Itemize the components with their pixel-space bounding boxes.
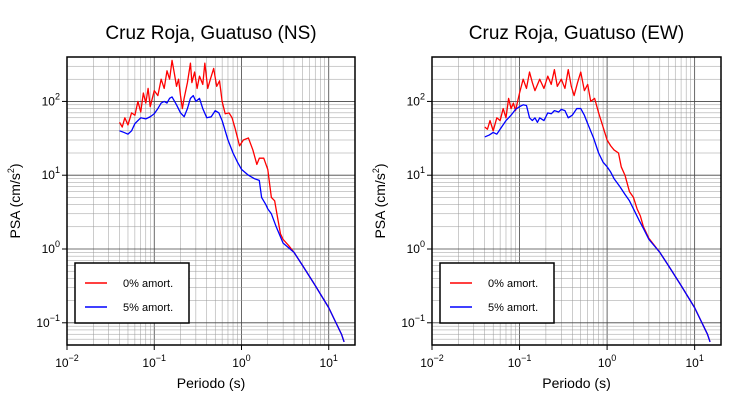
chart-panel-2: 10−2 10−1 100 101 10−1 100 101 102 Cruz Roja, Gu… bbox=[371, 23, 722, 391]
y-tick-label: 10−1 bbox=[36, 313, 60, 330]
y-tick-label: 10−1 bbox=[401, 313, 425, 330]
legend: 0% amort. 5% amort. bbox=[74, 262, 190, 324]
y-axis-label: PSA (cm/s2) bbox=[6, 163, 23, 238]
series-line-damped bbox=[484, 104, 711, 343]
x-tick-label: 100 bbox=[232, 353, 250, 370]
chart-title: Cruz Roja, Guatuso (NS) bbox=[105, 23, 316, 44]
legend-label: 0% amort. bbox=[123, 278, 173, 290]
legend: 0% amort. 5% amort. bbox=[439, 262, 555, 324]
y-axis-label: PSA (cm/s2) bbox=[371, 163, 388, 238]
x-tick-label: 10−1 bbox=[142, 353, 166, 370]
series-line-undamped bbox=[118, 59, 345, 343]
y-tick-label: 100 bbox=[42, 239, 60, 256]
legend-box bbox=[439, 262, 555, 324]
y-tick-label: 101 bbox=[407, 165, 425, 182]
legend-box bbox=[74, 262, 190, 324]
x-tick-label: 100 bbox=[598, 353, 616, 370]
x-axis-label: Periodo (s) bbox=[542, 375, 610, 391]
x-tick-label: 10−2 bbox=[420, 353, 444, 370]
x-axis-label: Periodo (s) bbox=[177, 375, 245, 391]
x-tick-label: 10−2 bbox=[55, 353, 79, 370]
x-tick-label: 10−1 bbox=[508, 353, 532, 370]
y-tick-label: 102 bbox=[407, 91, 425, 108]
x-tick-label: 101 bbox=[320, 353, 338, 370]
series-line-undamped bbox=[484, 68, 711, 343]
grid bbox=[66, 56, 356, 346]
chart-title: Cruz Roja, Guatuso (EW) bbox=[469, 23, 684, 44]
y-tick-label: 101 bbox=[42, 165, 60, 182]
y-tick-label: 102 bbox=[42, 91, 60, 108]
plot-frame bbox=[66, 56, 356, 346]
plot-frame bbox=[431, 56, 722, 346]
legend-label: 0% amort. bbox=[488, 278, 538, 290]
x-tick-label: 101 bbox=[685, 353, 703, 370]
chart-panel-1: 10−2 10−1 100 101 10−1 100 101 102 Cruz Roja, Gu… bbox=[6, 23, 356, 391]
y-tick-label: 100 bbox=[407, 239, 425, 256]
series-line-damped bbox=[119, 94, 345, 343]
legend-label: 5% amort. bbox=[488, 302, 538, 314]
legend-label: 5% amort. bbox=[123, 302, 173, 314]
